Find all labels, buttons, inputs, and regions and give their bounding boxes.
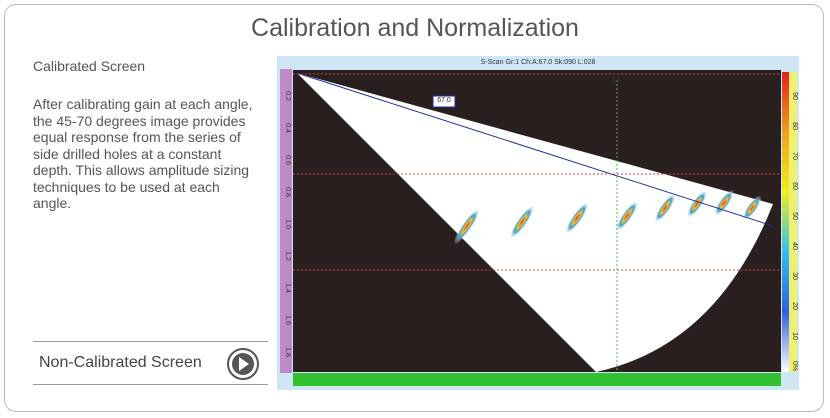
depth-tick-label: 0.2: [284, 91, 291, 101]
panel: [4, 4, 824, 412]
amplitude-tick-label: 90: [791, 92, 798, 100]
amplitude-tick-label: 0%: [791, 361, 798, 371]
echo: [653, 192, 677, 224]
echo: [509, 204, 535, 240]
echo: [615, 200, 639, 232]
beam-angle-label: 67.0: [437, 97, 451, 104]
amplitude-tick-label: 60: [791, 182, 798, 190]
amplitude-tick-label: 20: [791, 302, 798, 310]
description: After calibrating gain at each angle, th…: [33, 96, 253, 211]
depth-tick-label: 1.4: [284, 283, 291, 293]
echo: [742, 195, 762, 221]
title: Calibration and Normalization: [251, 14, 579, 42]
echo: [453, 207, 481, 245]
depth-tick-label: 1.6: [284, 315, 291, 325]
subtitle: Calibrated Screen: [33, 58, 146, 74]
depth-tick-label: 1.8: [284, 347, 291, 357]
arrow-icon: [227, 348, 259, 380]
depth-tick-label: 0.8: [284, 187, 291, 197]
echo: [686, 189, 708, 219]
depth-tick-label: 1.0: [284, 219, 291, 229]
button-label: Non-Calibrated Screen: [39, 354, 202, 371]
depth-tick-label: 0.6: [284, 155, 291, 165]
amplitude-tick-label: 40: [791, 242, 798, 250]
scan-header: S-Scan Gr:1 Ch:A:67.0 Sk:090 L:028: [481, 59, 596, 66]
amplitude-tick-label: 10: [791, 332, 798, 340]
amplitude-tick-label: 80: [791, 122, 798, 130]
amplitude-tick-label: 50: [791, 212, 798, 220]
depth-tick-label: 0.4: [284, 123, 291, 133]
amplitude-tick-label: 30: [791, 272, 798, 280]
next-button[interactable]: Non-Calibrated Screen: [33, 341, 268, 385]
echo: [564, 201, 590, 235]
centerline-label: CL: [613, 76, 622, 83]
amplitude-tick-label: 70: [791, 152, 798, 160]
s-scan-image: S-Scan Gr:1 Ch:A:67.0 Sk:090 L:028 67.0 …: [277, 56, 799, 390]
echo: [713, 189, 735, 217]
depth-tick-label: 1.2: [284, 251, 291, 261]
